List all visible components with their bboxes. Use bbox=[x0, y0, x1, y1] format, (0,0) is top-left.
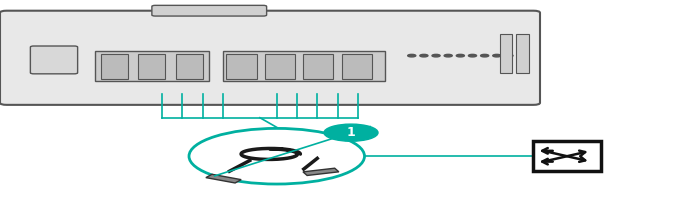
Bar bbox=[303, 54, 333, 79]
Bar bbox=[101, 54, 128, 79]
Circle shape bbox=[432, 54, 440, 57]
Text: 1: 1 bbox=[347, 126, 355, 139]
Bar bbox=[342, 54, 372, 79]
Bar bbox=[176, 54, 202, 79]
Bar bbox=[265, 54, 295, 79]
FancyBboxPatch shape bbox=[30, 46, 78, 74]
FancyBboxPatch shape bbox=[152, 5, 267, 16]
Circle shape bbox=[420, 54, 428, 57]
Bar bbox=[500, 34, 512, 73]
Circle shape bbox=[189, 128, 364, 184]
Circle shape bbox=[408, 54, 416, 57]
Bar bbox=[138, 54, 165, 79]
FancyBboxPatch shape bbox=[533, 141, 601, 171]
Circle shape bbox=[468, 54, 477, 57]
Bar bbox=[223, 51, 385, 81]
Circle shape bbox=[324, 124, 378, 141]
Bar bbox=[226, 54, 256, 79]
Circle shape bbox=[456, 54, 464, 57]
Bar bbox=[95, 51, 209, 81]
Bar bbox=[303, 168, 339, 175]
Circle shape bbox=[481, 54, 489, 57]
FancyBboxPatch shape bbox=[0, 11, 540, 105]
Bar bbox=[516, 34, 529, 73]
Circle shape bbox=[505, 54, 513, 57]
Circle shape bbox=[444, 54, 452, 57]
Circle shape bbox=[493, 54, 501, 57]
Bar bbox=[206, 174, 241, 183]
